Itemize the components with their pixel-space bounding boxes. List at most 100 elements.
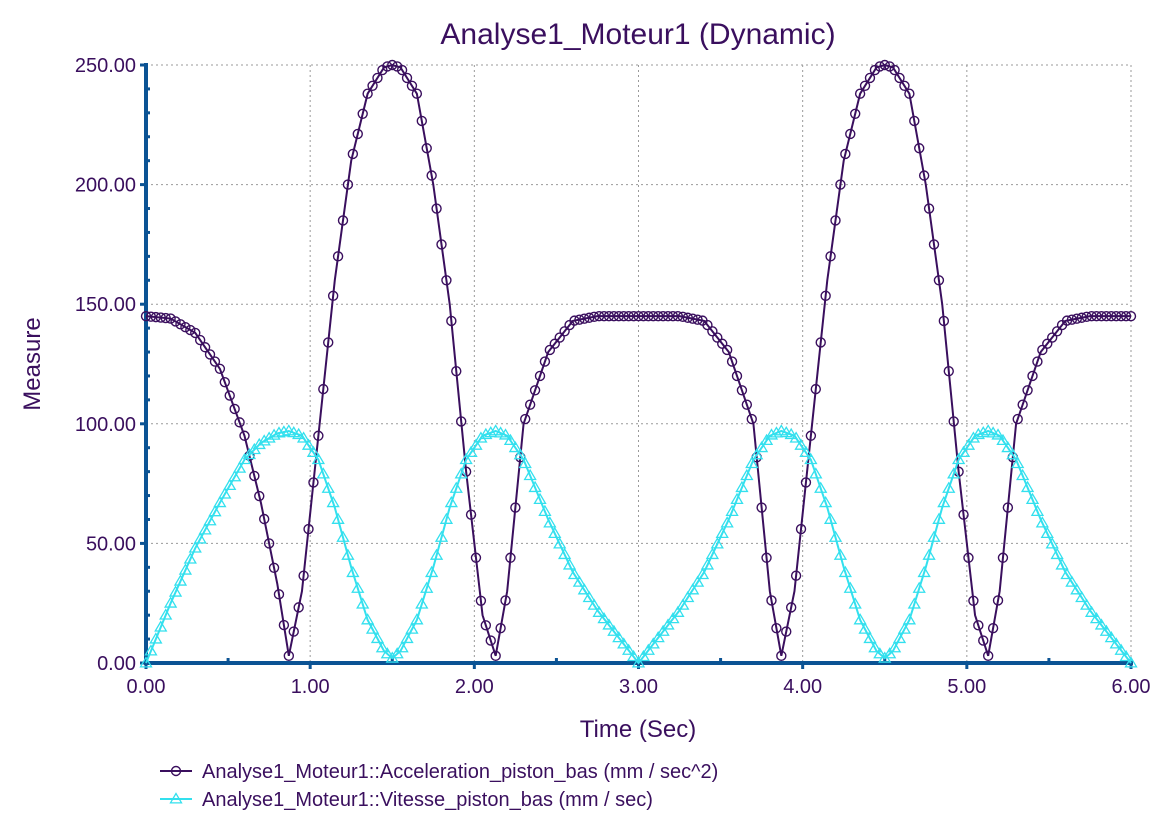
data-point: [223, 478, 237, 491]
data-point: [883, 647, 897, 659]
data-point: [198, 523, 212, 535]
x-tick-label: 6.00: [1112, 676, 1151, 698]
legend-label: Analyse1_Moteur1::Vitesse_piston_bas (mm…: [202, 789, 653, 811]
data-point: [671, 605, 685, 617]
data-point: [144, 644, 158, 656]
data-point: [804, 452, 818, 465]
y-tick-label: 50.00: [86, 533, 136, 555]
data-point: [889, 64, 900, 76]
data-point: [139, 656, 153, 668]
data-point: [814, 481, 828, 493]
data-point: [159, 608, 173, 620]
data-point: [293, 602, 304, 613]
data-point: [1076, 312, 1087, 323]
data-point: [750, 448, 764, 460]
data-point: [357, 108, 368, 119]
data-point: [298, 570, 309, 581]
data-point: [193, 532, 207, 544]
data-point: [559, 326, 570, 337]
data-point: [444, 495, 458, 508]
data-point: [626, 649, 641, 662]
data-point: [259, 513, 270, 525]
data-point: [1032, 356, 1043, 367]
data-point: [336, 530, 350, 542]
data-point: [554, 332, 565, 343]
data-point: [533, 492, 547, 505]
x-tick-label: 0.00: [127, 676, 166, 698]
data-point: [553, 537, 567, 549]
data-point: [318, 383, 329, 395]
data-point: [958, 509, 969, 520]
data-point: [1089, 612, 1104, 624]
data-point: [331, 512, 345, 524]
data-point: [646, 637, 660, 649]
x-tick-label: 2.00: [455, 676, 494, 698]
data-point: [922, 548, 936, 560]
data-point: [978, 635, 989, 646]
data-point: [617, 637, 631, 649]
data-point: [756, 502, 767, 513]
data-point: [1119, 649, 1133, 662]
data-point: [956, 445, 971, 458]
data-point: [415, 597, 429, 609]
data-point: [858, 622, 872, 634]
data-point: [436, 239, 447, 250]
data-point: [267, 428, 281, 440]
data-point: [805, 430, 817, 441]
data-point: [677, 311, 689, 322]
data-point: [700, 558, 715, 570]
data-point: [1086, 310, 1097, 322]
data-point: [401, 72, 413, 84]
data-point: [833, 548, 848, 560]
data-point: [405, 622, 419, 634]
data-point: [927, 530, 941, 542]
data-point: [441, 275, 452, 286]
data-point: [154, 620, 168, 632]
data-point: [239, 430, 250, 441]
data-point: [439, 512, 454, 524]
data-point: [337, 215, 349, 226]
y-tick-label: 150.00: [75, 294, 136, 316]
data-point: [766, 595, 777, 606]
data-point: [283, 650, 295, 662]
legend-marker: [169, 792, 183, 804]
data-point: [707, 326, 718, 337]
data-point: [1040, 526, 1054, 539]
data-point: [406, 80, 418, 92]
data-point: [633, 310, 644, 322]
data-point: [168, 585, 183, 597]
data-point: [323, 337, 334, 348]
data-point: [593, 310, 605, 322]
data-point: [1061, 315, 1073, 326]
data-point: [577, 583, 591, 595]
data-point: [1050, 547, 1064, 560]
data-point: [288, 626, 299, 637]
data-point: [914, 143, 925, 154]
data-point: [528, 480, 542, 493]
data-point: [721, 344, 733, 356]
data-point: [387, 59, 398, 71]
data-point: [853, 613, 867, 625]
data-point: [199, 342, 211, 353]
data-point: [365, 622, 380, 634]
data-point: [163, 596, 178, 608]
data-point: [505, 552, 516, 563]
data-point: [429, 548, 444, 560]
data-point: [667, 310, 679, 322]
data-point: [598, 310, 610, 322]
data-point: [987, 622, 999, 634]
data-point: [726, 356, 738, 367]
data-point: [303, 523, 314, 535]
data-point: [918, 170, 930, 181]
data-point: [746, 413, 757, 425]
data-point: [917, 565, 931, 578]
data-point: [410, 613, 424, 625]
data-point: [311, 452, 326, 465]
data-point: [1060, 567, 1074, 580]
data-point: [204, 349, 216, 360]
data-point: [1016, 468, 1030, 481]
data-point: [1096, 310, 1107, 322]
data-point: [676, 598, 690, 610]
data-point: [799, 445, 813, 458]
chart-title: Analyse1_Moteur1 (Dynamic): [440, 18, 835, 51]
